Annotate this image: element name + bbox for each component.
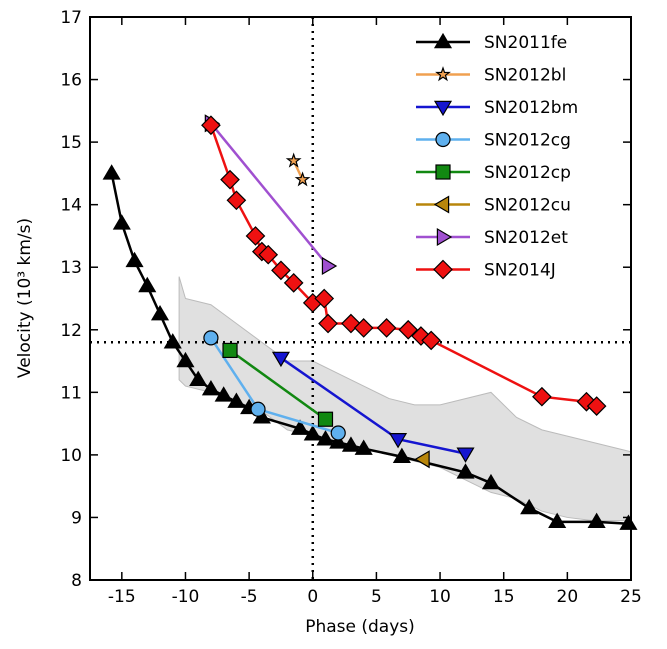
data-point <box>316 430 335 446</box>
data-point <box>220 169 240 190</box>
x-tick-label: 20 <box>557 587 579 607</box>
data-point <box>548 512 567 529</box>
legend-marker <box>433 100 453 117</box>
data-point <box>201 115 221 136</box>
legend-label: SN2012cu <box>484 196 571 216</box>
data-point <box>250 401 266 417</box>
x-tick-label: -5 <box>241 587 258 607</box>
data-point <box>481 473 501 490</box>
data-point <box>353 318 374 338</box>
x-tick-label: 15 <box>493 587 515 607</box>
data-point <box>317 411 334 427</box>
legend-label: SN2012cg <box>484 131 571 151</box>
data-point <box>330 425 346 441</box>
x-axis-label: Phase (days) <box>305 617 415 637</box>
data-point <box>271 351 290 368</box>
data-point <box>285 152 302 168</box>
data-point <box>201 380 220 396</box>
data-point <box>414 450 430 469</box>
x-tick-label: 0 <box>307 587 318 607</box>
legend-marker <box>433 32 453 49</box>
y-tick-label: 8 <box>71 571 82 591</box>
legend-label: SN2014J <box>484 261 556 281</box>
y-tick-label: 15 <box>60 133 82 153</box>
data-point <box>520 498 539 515</box>
y-tick-label: 16 <box>60 71 82 91</box>
y-tick-label: 13 <box>60 258 82 278</box>
data-point <box>176 351 195 368</box>
legend-marker <box>433 259 453 280</box>
data-point <box>203 330 219 346</box>
y-tick-label: 11 <box>60 383 82 403</box>
data-point <box>586 396 607 416</box>
data-point <box>283 273 304 293</box>
data-point <box>271 260 291 281</box>
data-point <box>392 447 411 463</box>
y-tick-label: 10 <box>60 446 82 466</box>
data-point <box>318 313 338 334</box>
legend-label: SN2012et <box>484 228 568 248</box>
series-line <box>209 122 330 267</box>
x-tick-label: -15 <box>108 587 136 607</box>
data-point <box>456 447 475 463</box>
x-tick-label: 25 <box>620 587 642 607</box>
legend-label: SN2012bl <box>484 66 566 86</box>
data-point <box>456 463 475 479</box>
data-point <box>222 342 238 359</box>
legend-label: SN2012cp <box>484 163 571 183</box>
data-point <box>258 244 279 265</box>
data-point <box>376 318 397 338</box>
data-point <box>214 386 233 402</box>
data-point <box>227 392 246 408</box>
data-point <box>321 256 338 276</box>
legend-marker <box>435 164 451 180</box>
data-point <box>226 190 247 211</box>
data-point <box>112 214 131 230</box>
data-point <box>587 512 606 529</box>
plot-frame <box>89 16 632 581</box>
x-tick-label: -10 <box>172 587 200 607</box>
data-point <box>125 251 144 268</box>
data-point <box>398 319 419 340</box>
data-point <box>389 433 408 449</box>
data-point <box>138 276 157 293</box>
y-tick-label: 14 <box>60 196 82 216</box>
data-point <box>245 226 266 246</box>
y-tick-label: 12 <box>60 321 82 341</box>
data-point <box>619 514 638 530</box>
data-point <box>189 370 208 387</box>
data-point <box>329 433 348 449</box>
data-point <box>150 304 170 321</box>
legend-marker <box>435 66 451 82</box>
data-point <box>532 386 552 407</box>
x-tick-label: 10 <box>429 587 451 607</box>
data-point <box>163 333 182 349</box>
data-point <box>354 439 373 455</box>
x-tick-label: 5 <box>371 587 382 607</box>
legend-label: SN2012bm <box>484 98 578 118</box>
legend-label: SN2011fe <box>484 33 567 53</box>
data-point <box>290 419 310 435</box>
data-point <box>314 288 335 309</box>
data-point <box>102 164 121 180</box>
data-point <box>303 425 322 441</box>
legend-marker <box>436 227 453 247</box>
y-tick-label: 17 <box>60 8 82 28</box>
data-point <box>421 330 441 351</box>
data-point <box>341 436 361 452</box>
y-tick-label: 9 <box>71 508 82 528</box>
series-line <box>229 349 327 421</box>
legend-marker <box>433 195 450 214</box>
legend-marker <box>435 131 451 148</box>
y-axis-label: Velocity (10³ km/s) <box>15 218 35 378</box>
data-point <box>294 171 311 187</box>
